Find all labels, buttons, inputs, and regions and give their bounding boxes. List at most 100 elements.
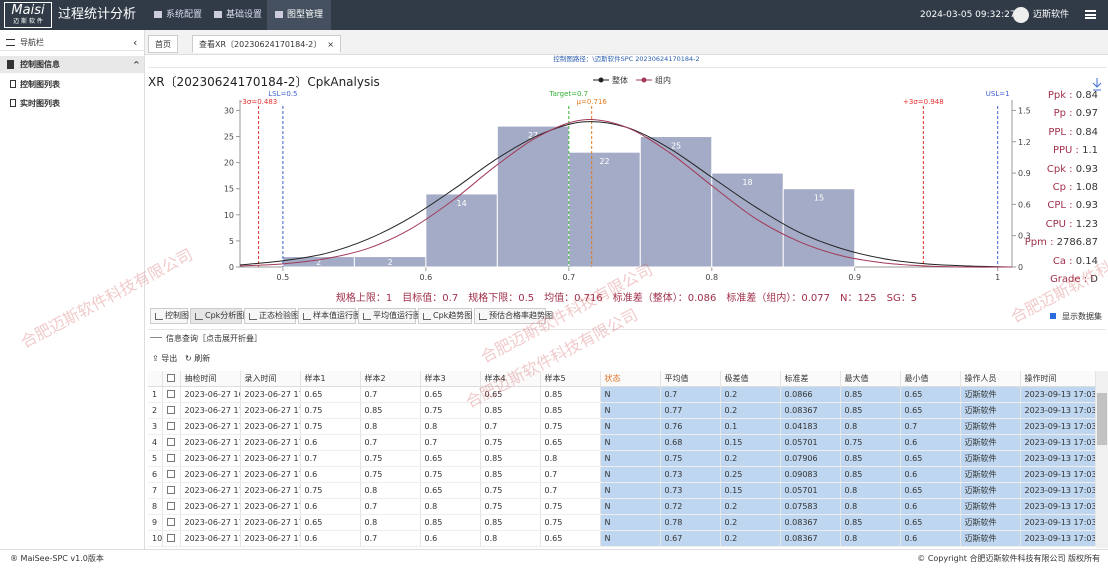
header-cell — [148, 371, 163, 387]
show-dataset[interactable]: 显示数据集 — [1050, 311, 1102, 322]
curve — [239, 119, 1013, 268]
cell: 0.05701 — [780, 482, 841, 499]
row-number: 8 — [148, 498, 163, 515]
cell: 0.85 — [480, 402, 541, 419]
header-cell: 样本5 — [540, 371, 601, 387]
cell: 0.75 — [540, 418, 601, 435]
avatar[interactable] — [1013, 7, 1029, 23]
checkbox[interactable] — [166, 437, 175, 446]
bar — [496, 125, 570, 268]
y2-tick-label: 0.3 — [1018, 232, 1031, 241]
tab-label: 查看XR〔20230624170184-2〕 — [199, 40, 322, 49]
row-number: 4 — [148, 434, 163, 451]
sidebar-header: 导航栏 ‹ — [0, 34, 144, 51]
chart-tab-label: 正态检验图 — [259, 311, 299, 320]
sidebar-group[interactable]: 控制图信息 ^ — [0, 56, 144, 73]
cell: 0.7 — [360, 386, 421, 403]
scroll-thumb[interactable] — [1097, 393, 1107, 445]
cell: 迈斯软件 — [960, 514, 1021, 531]
app-title: 过程统计分析 — [58, 7, 137, 22]
tab[interactable]: 首页 — [148, 35, 178, 53]
cell: 2023-06-27 17:10 — [240, 482, 301, 499]
chart-tab[interactable]: 预估合格率趋势图 — [474, 308, 553, 324]
chart-tab[interactable]: 控制图 — [150, 308, 189, 324]
cell: 0.75 — [300, 402, 361, 419]
collapse-icon[interactable]: ‹ — [133, 36, 138, 49]
cell: 2023-06-27 17:09 — [240, 434, 301, 451]
checkbox[interactable] — [166, 501, 175, 510]
stat-value: 1.23 — [1075, 218, 1098, 230]
summary: 规格上限：1 目标值：0.7 规格下限：0.5 均值：0.716 标准差（整体）：0.0… — [145, 289, 1108, 304]
chart-tab[interactable]: Cpk分析图 — [190, 308, 244, 324]
cell: N — [600, 514, 661, 531]
y2-tick-label: 0.6 — [1018, 200, 1031, 209]
refresh-button[interactable]: ↻ 刷新 — [185, 354, 211, 363]
item-label: 实时图列表 — [20, 99, 60, 108]
bar — [568, 151, 641, 268]
header-cell: 录入时间 — [240, 371, 301, 387]
sidebar-item[interactable]: 实时图列表 — [0, 95, 144, 112]
stat-label: Grade : — [1050, 274, 1088, 285]
row-number: 10 — [148, 530, 163, 547]
cell: 0.8 — [480, 530, 541, 547]
checkbox[interactable] — [166, 405, 175, 414]
user-name[interactable]: 迈斯软件 — [1033, 10, 1070, 20]
cell: 2023-06-27 17:11 — [180, 530, 241, 547]
header-cell: 状态 — [600, 371, 661, 387]
checkbox[interactable] — [166, 373, 175, 382]
cell: 0.73 — [660, 466, 721, 483]
y-tick-label: 10 — [224, 211, 234, 220]
cell: 0.2 — [720, 386, 781, 403]
y-tick-label: 15 — [224, 185, 234, 194]
stat: CPL : 0.93 — [1047, 200, 1098, 211]
checkbox[interactable] — [166, 517, 175, 526]
scrollbar[interactable] — [1096, 371, 1108, 548]
sidebar-title: 导航栏 — [20, 38, 44, 47]
tab[interactable]: 查看XR〔20230624170184-2〕 × — [192, 35, 341, 53]
nav-item[interactable]: 系统配置 — [146, 0, 210, 30]
chart-tab[interactable]: 正态检验图 — [244, 308, 299, 324]
cell: 0.65 — [900, 450, 961, 467]
cell: 0.85 — [540, 402, 601, 419]
cell: 0.8 — [360, 418, 421, 435]
sidebar-item[interactable]: 控制图列表 — [0, 76, 144, 93]
download-icon[interactable] — [1092, 78, 1102, 91]
cell: 0.85 — [420, 514, 481, 531]
cell: 0.75 — [660, 450, 721, 467]
export-button[interactable]: ⇪ 导出 — [152, 354, 178, 363]
cell: 2023-09-13 17:03 — [1020, 418, 1096, 435]
tab-close[interactable]: × — [327, 40, 334, 49]
chart-tab[interactable]: 样本值运行图 — [298, 308, 361, 324]
cell: 迈斯软件 — [960, 386, 1021, 403]
chart-tab[interactable]: 平均值运行图 — [358, 308, 421, 324]
summary-item: SG：5 — [886, 293, 918, 304]
y-tick-label: 30 — [224, 106, 234, 115]
chart-title: XR〔20230624170184-2〕CpkAnalysis — [148, 75, 380, 89]
logo[interactable]: Maisi 迈 斯 软 件 — [4, 2, 52, 28]
cell: 0.25 — [720, 466, 781, 483]
checkbox[interactable] — [166, 485, 175, 494]
reference-label: LSL=0.5 — [268, 90, 297, 98]
row-number: 5 — [148, 450, 163, 467]
nav-item[interactable]: 基础设置 — [206, 0, 270, 30]
chart-tab[interactable]: Cpk趋势图 — [418, 308, 472, 324]
cell: 0.68 — [660, 434, 721, 451]
bar-label: 25 — [671, 142, 681, 151]
checkbox[interactable] — [166, 453, 175, 462]
info-title[interactable]: 信息查询［点击展开折叠］ — [150, 333, 262, 345]
menu-icon[interactable] — [1085, 10, 1096, 19]
checkbox[interactable] — [166, 421, 175, 430]
cell: 2023-09-13 17:03 — [1020, 386, 1096, 403]
checkbox[interactable] — [166, 469, 175, 478]
sidebar: 导航栏 ‹ 控制图信息 ^ 控制图列表 实时图列表 — [0, 30, 145, 550]
cell: 0.07906 — [780, 450, 841, 467]
stat: PPL : 0.84 — [1048, 127, 1098, 138]
checkbox[interactable] — [166, 389, 175, 398]
table-header: 抽检时间 录入时间 样本1 样本2 样本3 样本4 样本5 状态 平均值 极差值 标准差 最大值 最小值… — [148, 371, 1096, 387]
cell: 0.0866 — [780, 386, 841, 403]
checkbox[interactable] — [166, 533, 175, 542]
nav-label: 基础设置 — [226, 10, 263, 20]
nav-item[interactable]: 图型管理 — [267, 0, 332, 30]
